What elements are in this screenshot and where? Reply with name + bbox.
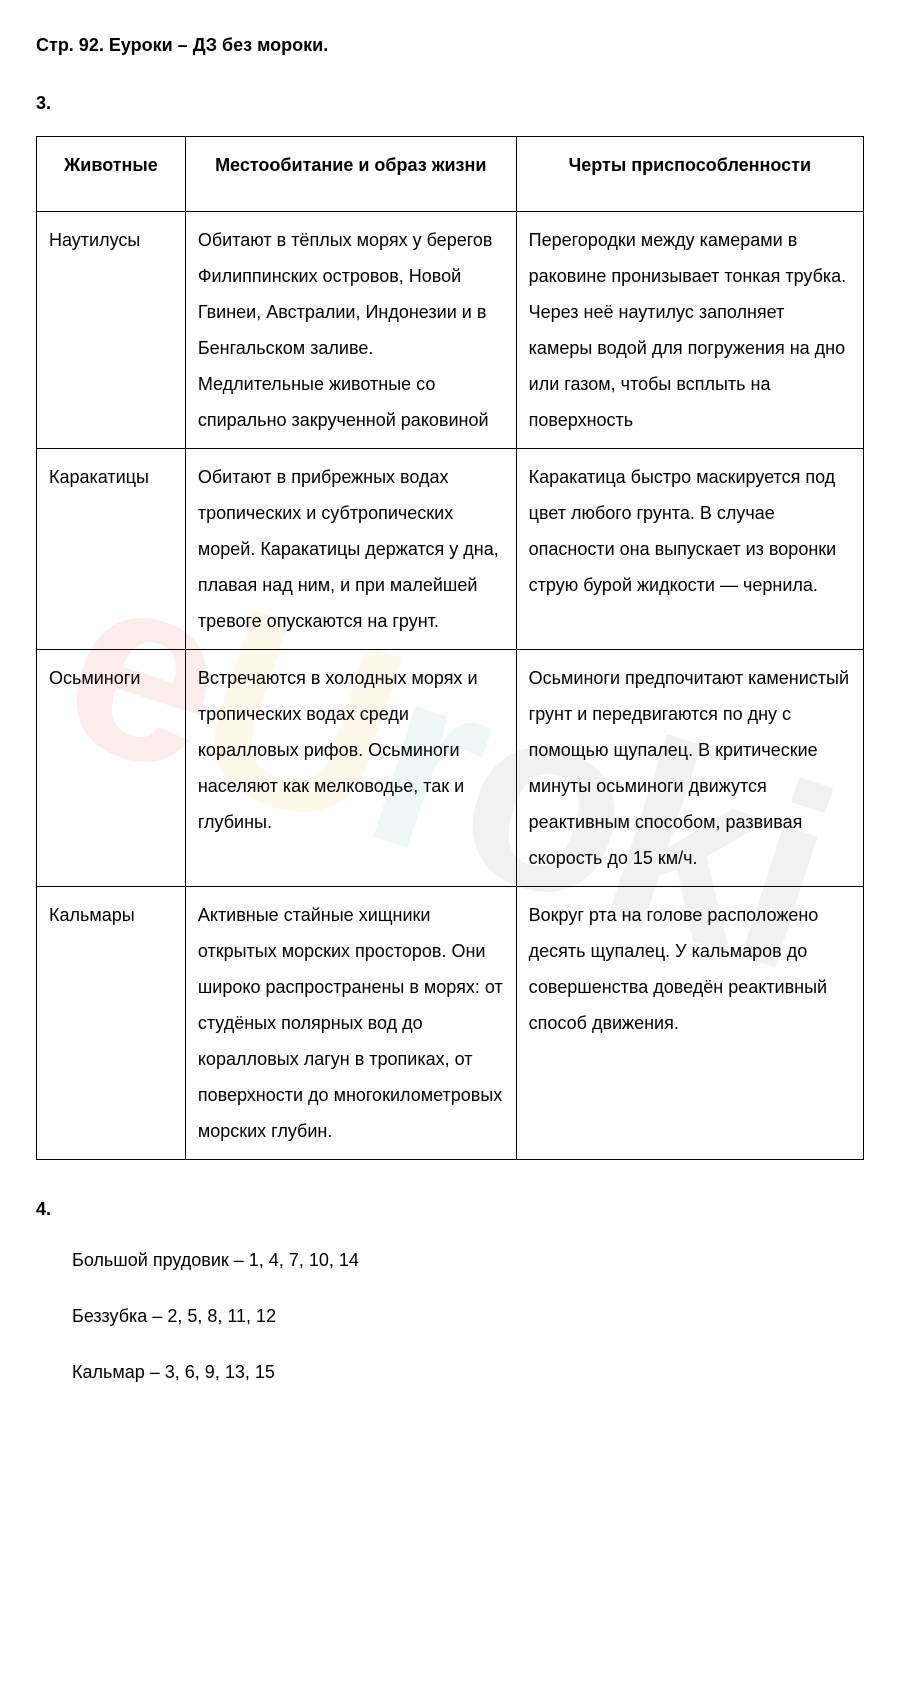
answer-line: Кальмар – 3, 6, 9, 13, 15 (72, 1355, 864, 1389)
header-habitat: Местообитание и образ жизни (185, 137, 516, 212)
cell-animal: Наутилусы (37, 212, 186, 449)
cell-animal: Каракатицы (37, 449, 186, 650)
cell-traits: Осьминоги предпочитают каменистый грунт … (516, 650, 863, 887)
cell-habitat: Обитают в тёплых морях у берегов Филиппи… (185, 212, 516, 449)
page-title: Стр. 92. Еуроки – ДЗ без мороки. (36, 28, 864, 62)
table-row: Кальмары Активные стайные хищники открыт… (37, 887, 864, 1160)
header-animals: Животные (37, 137, 186, 212)
cell-traits: Каракатица быстро маскируется под цвет л… (516, 449, 863, 650)
cell-habitat: Встречаются в холодных морях и тропическ… (185, 650, 516, 887)
cell-habitat: Обитают в прибрежных водах тропических и… (185, 449, 516, 650)
cell-traits: Вокруг рта на голове расположено десять … (516, 887, 863, 1160)
table-header-row: Животные Местообитание и образ жизни Чер… (37, 137, 864, 212)
answer-line: Беззубка – 2, 5, 8, 11, 12 (72, 1299, 864, 1333)
animals-table: Животные Местообитание и образ жизни Чер… (36, 136, 864, 1160)
cell-traits: Перегородки между камерами в раковине пр… (516, 212, 863, 449)
cell-animal: Кальмары (37, 887, 186, 1160)
cell-habitat: Активные стайные хищники открытых морски… (185, 887, 516, 1160)
section-4-number: 4. (36, 1192, 864, 1226)
section-4-answers: Большой прудовик – 1, 4, 7, 10, 14 Беззу… (36, 1243, 864, 1390)
answer-line: Большой прудовик – 1, 4, 7, 10, 14 (72, 1243, 864, 1277)
section-3-number: 3. (36, 86, 864, 120)
table-row: Осьминоги Встречаются в холодных морях и… (37, 650, 864, 887)
header-traits: Черты приспособленности (516, 137, 863, 212)
table-row: Каракатицы Обитают в прибрежных водах тр… (37, 449, 864, 650)
cell-animal: Осьминоги (37, 650, 186, 887)
table-row: Наутилусы Обитают в тёплых морях у берег… (37, 212, 864, 449)
